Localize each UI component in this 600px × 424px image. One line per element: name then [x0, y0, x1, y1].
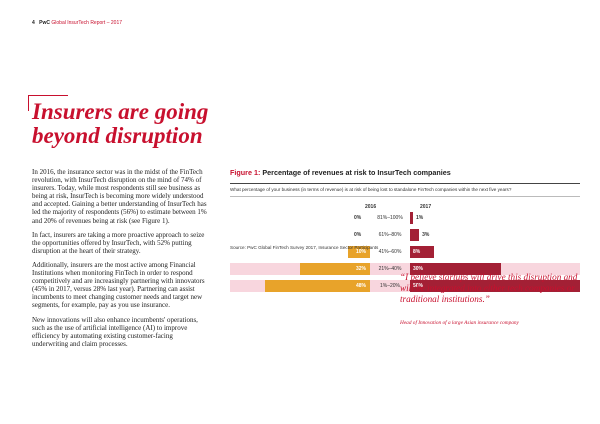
chart-row: 81%–100% 0% 1%	[230, 212, 580, 224]
body-paragraph: New innovations will also enhance incumb…	[32, 315, 198, 348]
quote-attribution: Head of Innovation of a large Asian insu…	[400, 320, 519, 326]
page-number: 4	[32, 20, 35, 26]
value-label-2016: 10%	[356, 249, 367, 255]
value-label-2017: 1%	[416, 215, 424, 221]
category-label: 41%–60%	[378, 249, 402, 255]
figure-rule	[230, 183, 580, 184]
page-title-line-2: beyond disruption	[32, 123, 203, 148]
publisher-name: PwC	[39, 20, 51, 26]
title-accent-rule	[28, 95, 68, 96]
value-label-2017: 56%	[413, 283, 424, 289]
bar-2017	[410, 229, 420, 241]
value-label-2016: 0%	[354, 215, 362, 221]
page-header: 4 PwC Global InsurTech Report – 2017	[32, 20, 122, 26]
figure-title: Figure 1: Percentage of revenues at risk…	[230, 168, 451, 177]
value-label-2016: 0%	[354, 232, 362, 238]
bar-2017	[410, 280, 580, 292]
figure-subrule	[230, 196, 580, 197]
chart-row: 21%–40% 32% 30%	[230, 263, 580, 275]
category-label: 61%–80%	[378, 232, 402, 238]
chart-row: 41%–60% 10% 8%	[230, 246, 580, 258]
body-paragraph: In fact, insurers are taking a more proa…	[32, 230, 205, 255]
page-title-line-1: Insurers are going	[32, 99, 209, 124]
title-accent-bar	[28, 95, 29, 111]
bar-2017	[410, 263, 502, 275]
legend-year-2017: 2017	[420, 204, 432, 210]
bar-2016	[265, 280, 370, 292]
value-label-2016: 32%	[356, 266, 367, 272]
value-label-2017: 30%	[413, 266, 424, 272]
figure-title-text: Percentage of revenues at risk to InsurT…	[262, 168, 451, 177]
category-label: 1%–20%	[379, 283, 400, 289]
value-label-2017: 8%	[413, 249, 421, 255]
chart-row: 61%–80% 0% 3%	[230, 229, 580, 241]
value-label-2016: 48%	[356, 283, 367, 289]
page-title: Insurers are going beyond disruption	[32, 100, 232, 148]
figure-source: Source: PwC Global FinTech Survey 2017, …	[230, 245, 379, 250]
body-paragraph: Additionally, insurers are the most acti…	[32, 260, 205, 310]
bar-2016	[348, 246, 370, 258]
pull-quote: “I believe startups will drive this disr…	[400, 272, 578, 304]
value-label-2017: 3%	[422, 232, 430, 238]
bar-2017	[410, 246, 435, 258]
body-text: In 2016, the insurance sector was in the…	[32, 168, 210, 354]
category-label: 21%–40%	[378, 266, 402, 272]
figure-question: What percentage of your business (in ter…	[230, 187, 512, 192]
bar-2017	[410, 212, 414, 224]
legend-year-2016: 2016	[365, 204, 377, 210]
figure-label: Figure 1:	[230, 168, 261, 177]
bar-2016	[300, 263, 370, 275]
body-paragraph: In 2016, the insurance sector was in the…	[32, 168, 207, 225]
report-title: Global InsurTech Report – 2017	[51, 20, 123, 26]
chart-row: 1%–20% 48% 56%	[230, 280, 580, 292]
category-label: 81%–100%	[377, 215, 403, 221]
